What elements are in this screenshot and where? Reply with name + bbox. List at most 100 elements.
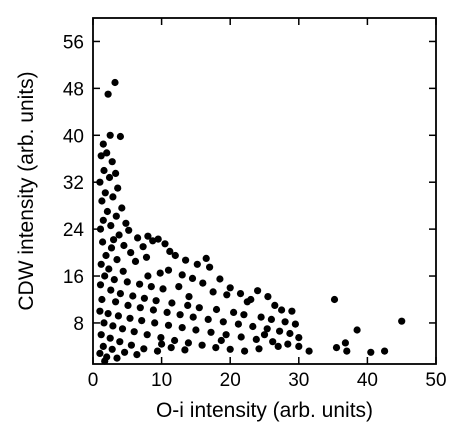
- data-point: [133, 351, 141, 359]
- data-point: [100, 166, 108, 175]
- data-point: [295, 334, 303, 342]
- data-point: [176, 311, 184, 319]
- data-point: [206, 263, 214, 271]
- data-point: [101, 189, 109, 197]
- data-point: [175, 283, 183, 291]
- data-point: [98, 197, 106, 205]
- data-point: [267, 315, 275, 323]
- data-point: [106, 131, 114, 139]
- data-point: [131, 257, 140, 265]
- data-point: [198, 341, 206, 349]
- data-point: [126, 314, 134, 322]
- data-point: [202, 254, 210, 262]
- data-point: [110, 276, 118, 284]
- data-point: [142, 253, 151, 261]
- data-point: [106, 334, 114, 342]
- data-point: [269, 338, 277, 346]
- data-point: [102, 251, 110, 260]
- data-point: [166, 247, 174, 255]
- data-point: [212, 305, 221, 314]
- data-point: [136, 280, 144, 288]
- data-point: [212, 344, 220, 352]
- data-point: [154, 235, 162, 243]
- data-point: [241, 347, 249, 355]
- data-point: [158, 340, 166, 348]
- data-point: [96, 349, 104, 357]
- data-point: [156, 269, 164, 277]
- data-point: [129, 292, 137, 300]
- plot-frame: [92, 17, 437, 365]
- data-point: [288, 307, 296, 315]
- data-point: [110, 236, 118, 244]
- y-tick-label: 40: [63, 126, 84, 147]
- data-point: [114, 312, 122, 320]
- data-point: [189, 313, 197, 321]
- data-point: [217, 336, 225, 345]
- y-tick-label: 56: [63, 32, 84, 53]
- x-tick-label: 50: [425, 370, 446, 391]
- data-point: [109, 193, 117, 201]
- data-point: [134, 234, 142, 242]
- data-point: [226, 284, 234, 292]
- data-point: [105, 173, 114, 182]
- x-tick-label: 20: [220, 370, 241, 391]
- data-point: [254, 287, 262, 295]
- data-point: [195, 304, 203, 312]
- data-point: [125, 226, 133, 234]
- data-point: [281, 318, 289, 326]
- data-point: [178, 324, 186, 332]
- data-point: [99, 140, 107, 148]
- data-point: [341, 339, 349, 347]
- data-point: [381, 347, 389, 355]
- data-point: [234, 320, 242, 328]
- data-point: [207, 328, 215, 336]
- data-point: [116, 338, 124, 346]
- data-point: [104, 90, 112, 98]
- data-point: [140, 294, 148, 302]
- x-tick-label: 10: [151, 370, 172, 391]
- data-point: [138, 317, 146, 325]
- data-point: [136, 304, 144, 312]
- data-point: [247, 295, 255, 304]
- data-point: [291, 320, 299, 328]
- data-point: [271, 301, 279, 309]
- data-point: [107, 244, 116, 252]
- data-point: [157, 334, 165, 342]
- data-point: [99, 216, 107, 224]
- data-point: [107, 222, 115, 230]
- data-point: [230, 308, 238, 316]
- data-point: [332, 344, 341, 352]
- data-point: [209, 288, 217, 296]
- data-point: [118, 325, 127, 333]
- data-point: [127, 341, 135, 349]
- data-point: [226, 345, 234, 353]
- data-point: [237, 333, 245, 341]
- data-point: [223, 291, 231, 299]
- data-point: [286, 329, 294, 338]
- data-point: [164, 321, 173, 329]
- data-point: [116, 290, 124, 298]
- data-point: [236, 290, 245, 298]
- data-point: [130, 328, 138, 336]
- x-tick-label: 40: [357, 370, 378, 391]
- data-point: [97, 152, 105, 160]
- data-point: [255, 345, 263, 353]
- data-point: [398, 317, 406, 325]
- data-point: [119, 267, 127, 275]
- axis-ticks: [92, 18, 437, 364]
- data-point: [144, 232, 152, 240]
- data-point: [163, 308, 171, 316]
- data-point: [120, 241, 128, 250]
- data-point: [112, 212, 120, 220]
- data-point: [151, 319, 159, 327]
- data-point: [112, 169, 120, 177]
- data-point: [118, 204, 126, 212]
- data-point: [260, 331, 269, 339]
- data-point: [105, 265, 113, 273]
- data-point: [122, 219, 130, 227]
- data-point: [330, 295, 339, 304]
- data-point: [274, 342, 282, 350]
- data-point: [107, 286, 115, 294]
- data-point: [101, 357, 109, 365]
